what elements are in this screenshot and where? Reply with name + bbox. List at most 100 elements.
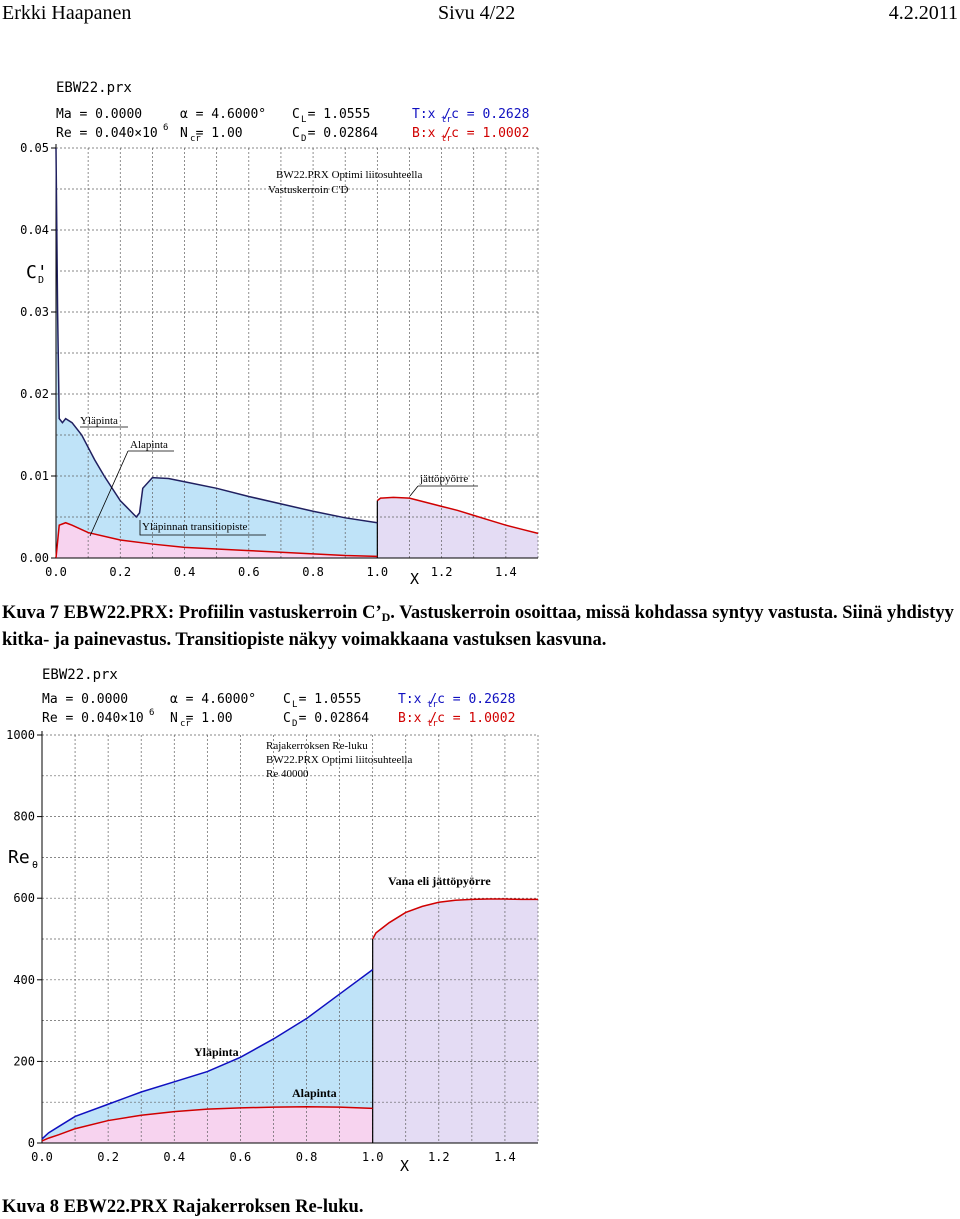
fig2-title-line3: Re 40000 (266, 768, 309, 780)
fig2-param-re: Re = 0.040×10 (42, 711, 144, 726)
fig1-series-upper (55, 147, 378, 524)
fig1-series-lower (55, 521, 378, 559)
fig1-plot-area (55, 144, 539, 559)
fig1-annot-upper: Yläpinta (80, 415, 118, 427)
fig1-y-tick-label: 0.01 (20, 469, 49, 483)
header-date: 4.2.2011 (888, 2, 958, 24)
fig2-param-cd: C = 0.02864 (283, 711, 369, 726)
fig2-y-ticks: 1000 800 600 400 200 0 (6, 728, 42, 1150)
fig1-param-cl-sub: L (301, 115, 306, 125)
fig2-param-cd-sub: D (292, 719, 297, 729)
fig1-param-bot: B:x /c = 1.0002 (412, 126, 529, 141)
fig2-y-tick-label: 800 (13, 810, 35, 824)
fig1-y-tick-label: 0.02 (20, 387, 49, 401)
fig2-x-tick-label: 1.0 (362, 1150, 384, 1164)
caption1-label: Kuva 7 EBW22.PRX: Profiilin vastuskerroi… (2, 603, 382, 623)
fig1-y-axis-label-sub: D (38, 275, 44, 286)
fig2-x-ticks: 0.0 0.2 0.4 0.6 0.8 1.0 1.2 1.4 (31, 1150, 516, 1164)
fig2-title-line1: Rajakerroksen Re-luku (266, 740, 368, 752)
fig1-x-tick-label: 1.0 (366, 565, 388, 579)
fig2-file-name: EBW22.prx (42, 667, 118, 683)
fig2-param-top-sub: tr (427, 700, 438, 710)
fig1-title-line1: BW22.PRX Optimi liitosuhteella (276, 169, 422, 181)
figure1-caption: Kuva 7 EBW22.PRX: Profiilin vastuskerroi… (2, 602, 958, 652)
fig2-param-bot-sub: tr (427, 719, 438, 729)
fig2-param-re-exp: 6 (149, 708, 154, 718)
fig2-x-tick-label: 0.2 (97, 1150, 119, 1164)
header-page-number: Sivu 4/22 (438, 2, 516, 24)
fig2-annot-upper: Yläpinta (194, 1045, 239, 1059)
caption1-rest: . Vastuskerroin osoittaa, missä kohdassa… (2, 603, 954, 650)
fig2-y-axis-label-sub: θ (32, 860, 38, 871)
fig1-annot-wake: jättöpyörre (419, 473, 468, 485)
fig1-param-top: T:x /c = 0.2628 (412, 107, 529, 122)
fig2-param-ncr: N = 1.00 (170, 711, 233, 726)
fig1-y-tick-label: 0.03 (20, 305, 49, 319)
fig1-x-tick-label: 0.4 (174, 565, 196, 579)
fig2-param-cl-sub: L (292, 700, 297, 710)
fig2-param-bot: B:x /c = 1.0002 (398, 711, 515, 726)
fig2-y-tick-label: 400 (13, 973, 35, 987)
caption1-sub: D (381, 610, 391, 624)
fig2-series-wake (372, 898, 538, 940)
fig1-y-tick-label: 0.05 (20, 141, 49, 155)
fig2-upper-fill (42, 969, 373, 1141)
fig2-series-lower (41, 1105, 373, 1142)
figure1-chart: EBW22.prx Ma = 0.0000 Re = 0.040×10 6 α … (20, 80, 539, 588)
fig1-y-tick-label: 0.04 (20, 223, 49, 237)
fig2-x-tick-label: 0.8 (296, 1150, 318, 1164)
fig2-annot-wake: Vana eli jättöpyörre (388, 874, 491, 888)
fig2-wake-fill (372, 899, 538, 1143)
fig2-plot-area (41, 731, 539, 1144)
fig2-y-tick-label: 200 (13, 1054, 35, 1068)
fig1-annot-lower: Alapinta (130, 439, 168, 451)
fig1-annot-lower-pointer (89, 450, 129, 537)
fig1-param-ma: Ma = 0.0000 (56, 107, 142, 122)
fig1-x-tick-label: 0.6 (238, 565, 260, 579)
header-author: Erkki Haapanen (2, 2, 132, 24)
fig2-title-line2: BW22.PRX Optimi liitosuhteella (266, 754, 412, 766)
fig1-annot-transition-bracket (139, 520, 266, 536)
fig1-y-tick-label: 0.00 (20, 551, 49, 565)
figure2-caption: Kuva 8 EBW22.PRX Rajakerroksen Re-luku. (2, 1197, 364, 1217)
fig1-x-tick-label: 0.8 (302, 565, 324, 579)
fig1-annot-wake-pointer (409, 485, 419, 497)
fig2-x-tick-label: 1.2 (428, 1150, 450, 1164)
fig2-annot-lower: Alapinta (292, 1086, 337, 1100)
fig1-wake-fill (377, 497, 538, 558)
fig2-param-top: T:x /c = 0.2628 (398, 692, 515, 707)
fig2-x-tick-label: 0.6 (230, 1150, 252, 1164)
fig1-y-axis-label: C' (26, 262, 48, 283)
fig2-param-ncr-sub: cr (180, 719, 191, 729)
fig2-y-tick-label: 0 (28, 1136, 35, 1150)
fig2-param-alpha: α = 4.6000° (170, 692, 256, 707)
fig2-x-tick-label: 1.4 (494, 1150, 516, 1164)
fig1-param-re-exp: 6 (163, 123, 168, 133)
fig1-lower-fill (56, 522, 378, 558)
figure2-chart: EBW22.prx Ma = 0.0000 Re = 0.040×10 6 α … (6, 667, 539, 1175)
fig1-x-axis-label: X (410, 570, 419, 588)
fig1-param-ncr-sub: cr (190, 134, 201, 144)
fig1-x-tick-label: 0.0 (45, 565, 67, 579)
fig2-x-tick-label: 0.4 (163, 1150, 185, 1164)
fig1-series-wake (376, 496, 539, 535)
fig1-x-ticks: 0.0 0.2 0.4 0.6 0.8 1.0 1.2 1.4 (45, 565, 517, 579)
fig1-file-name: EBW22.prx (56, 80, 132, 96)
fig2-series-upper (41, 968, 374, 1140)
fig2-y-axis-label: Re (8, 847, 30, 868)
fig1-param-ncr: N = 1.00 (180, 126, 243, 141)
fig2-param-ma: Ma = 0.0000 (42, 692, 128, 707)
fig1-x-tick-label: 0.2 (109, 565, 131, 579)
fig1-x-tick-label: 1.4 (495, 565, 517, 579)
fig1-param-cd-sub: D (301, 134, 306, 144)
fig2-x-tick-label: 0.0 (31, 1150, 53, 1164)
fig1-param-alpha: α = 4.6000° (180, 107, 266, 122)
fig1-param-cl: C = 1.0555 (292, 107, 370, 122)
fig2-x-axis-label: X (400, 1157, 409, 1175)
fig1-title-line2: Vastuskerroin C'D (268, 184, 349, 196)
fig2-param-cl: C = 1.0555 (283, 692, 361, 707)
fig2-y-tick-label: 600 (13, 891, 35, 905)
fig1-annot-transition: Yläpinnan transitiopiste (142, 521, 248, 533)
fig1-param-re: Re = 0.040×10 (56, 126, 158, 141)
fig1-param-top-sub: tr (441, 115, 452, 125)
